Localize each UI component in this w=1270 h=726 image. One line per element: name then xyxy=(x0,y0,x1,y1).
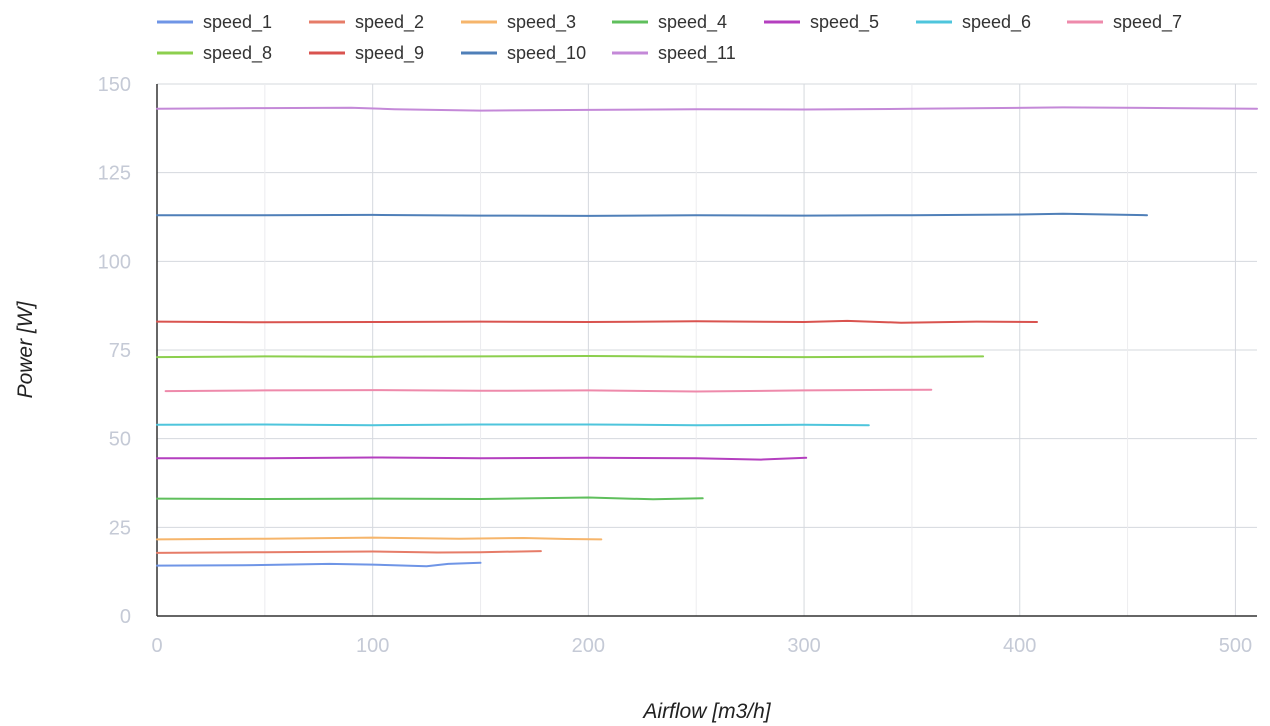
grid xyxy=(157,83,1257,616)
y-tick-label: 75 xyxy=(109,340,131,362)
x-tick-label: 0 xyxy=(151,635,162,657)
legend-label: speed_4 xyxy=(658,12,727,33)
y-tick-label: 25 xyxy=(109,517,131,539)
x-tick-label: 100 xyxy=(356,635,389,657)
series-line-speed_9 xyxy=(156,319,1038,324)
x-axis-title: Airflow [m3/h] xyxy=(641,700,771,723)
series-line-speed_10 xyxy=(156,212,1148,217)
series-line-speed_8 xyxy=(156,355,985,359)
legend-label: speed_1 xyxy=(203,12,272,33)
legend-item-speed_11[interactable]: speed_11 xyxy=(612,43,736,64)
x-tick-label: 400 xyxy=(1003,635,1036,657)
legend-label: speed_10 xyxy=(507,43,586,64)
legend-item-speed_4[interactable]: speed_4 xyxy=(612,12,727,33)
legend-item-speed_1[interactable]: speed_1 xyxy=(157,12,272,33)
legend-label: speed_5 xyxy=(810,12,879,33)
axes xyxy=(156,84,1257,617)
series-line-speed_11 xyxy=(156,106,1258,112)
x-tick-label: 500 xyxy=(1219,635,1252,657)
legend-item-speed_3[interactable]: speed_3 xyxy=(461,12,576,33)
legend-item-speed_6[interactable]: speed_6 xyxy=(916,12,1031,33)
y-axis-title: Power [W] xyxy=(14,300,37,398)
legend-label: speed_6 xyxy=(962,12,1031,33)
series-line-speed_4 xyxy=(156,496,704,501)
legend-item-speed_9[interactable]: speed_9 xyxy=(309,43,424,64)
series-line-speed_5 xyxy=(156,456,808,461)
legend-item-speed_10[interactable]: speed_10 xyxy=(461,43,586,64)
legend-label: speed_9 xyxy=(355,43,424,64)
x-tick-label: 200 xyxy=(572,635,605,657)
y-tick-label: 150 xyxy=(98,74,131,96)
legend-item-speed_5[interactable]: speed_5 xyxy=(764,12,879,33)
legend-label: speed_3 xyxy=(507,12,576,33)
legend-item-speed_8[interactable]: speed_8 xyxy=(157,43,272,64)
legend-item-speed_7[interactable]: speed_7 xyxy=(1067,12,1182,33)
series-line-speed_3 xyxy=(156,536,603,541)
legend-label: speed_11 xyxy=(658,43,736,64)
y-tick-label: 50 xyxy=(109,429,131,451)
y-tick-label: 100 xyxy=(98,251,131,273)
y-tick-label: 125 xyxy=(98,163,131,185)
legend-item-speed_2[interactable]: speed_2 xyxy=(309,12,424,33)
x-tick-label: 300 xyxy=(787,635,820,657)
series-line-speed_2 xyxy=(156,550,542,554)
series-line-speed_6 xyxy=(156,423,870,427)
tick-labels: 0 100 200 300 400 500 0 25 50 75 100 125 150 xyxy=(98,74,1252,657)
series-line-speed_1 xyxy=(156,561,482,568)
legend-label: speed_2 xyxy=(355,12,424,33)
legend-label: speed_8 xyxy=(203,43,272,64)
series-line-speed_7 xyxy=(164,388,933,393)
legend: speed_1 speed_2 speed_3 speed_4 speed_5 speed… xyxy=(157,12,1182,64)
series-lines xyxy=(156,106,1258,568)
y-tick-label: 0 xyxy=(120,606,131,628)
legend-label: speed_7 xyxy=(1113,12,1182,33)
